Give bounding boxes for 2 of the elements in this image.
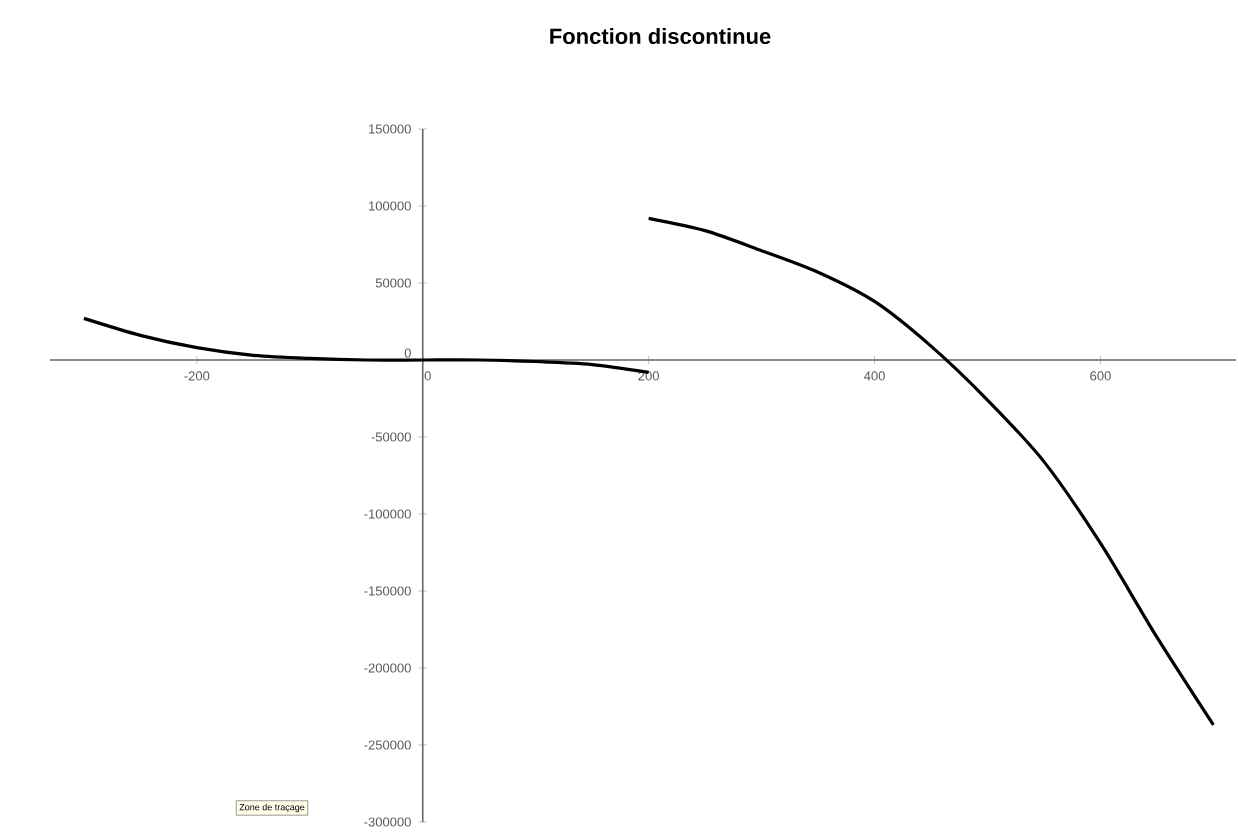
chart-title: Fonction discontinue [550,27,771,45]
line-series [82,316,651,374]
